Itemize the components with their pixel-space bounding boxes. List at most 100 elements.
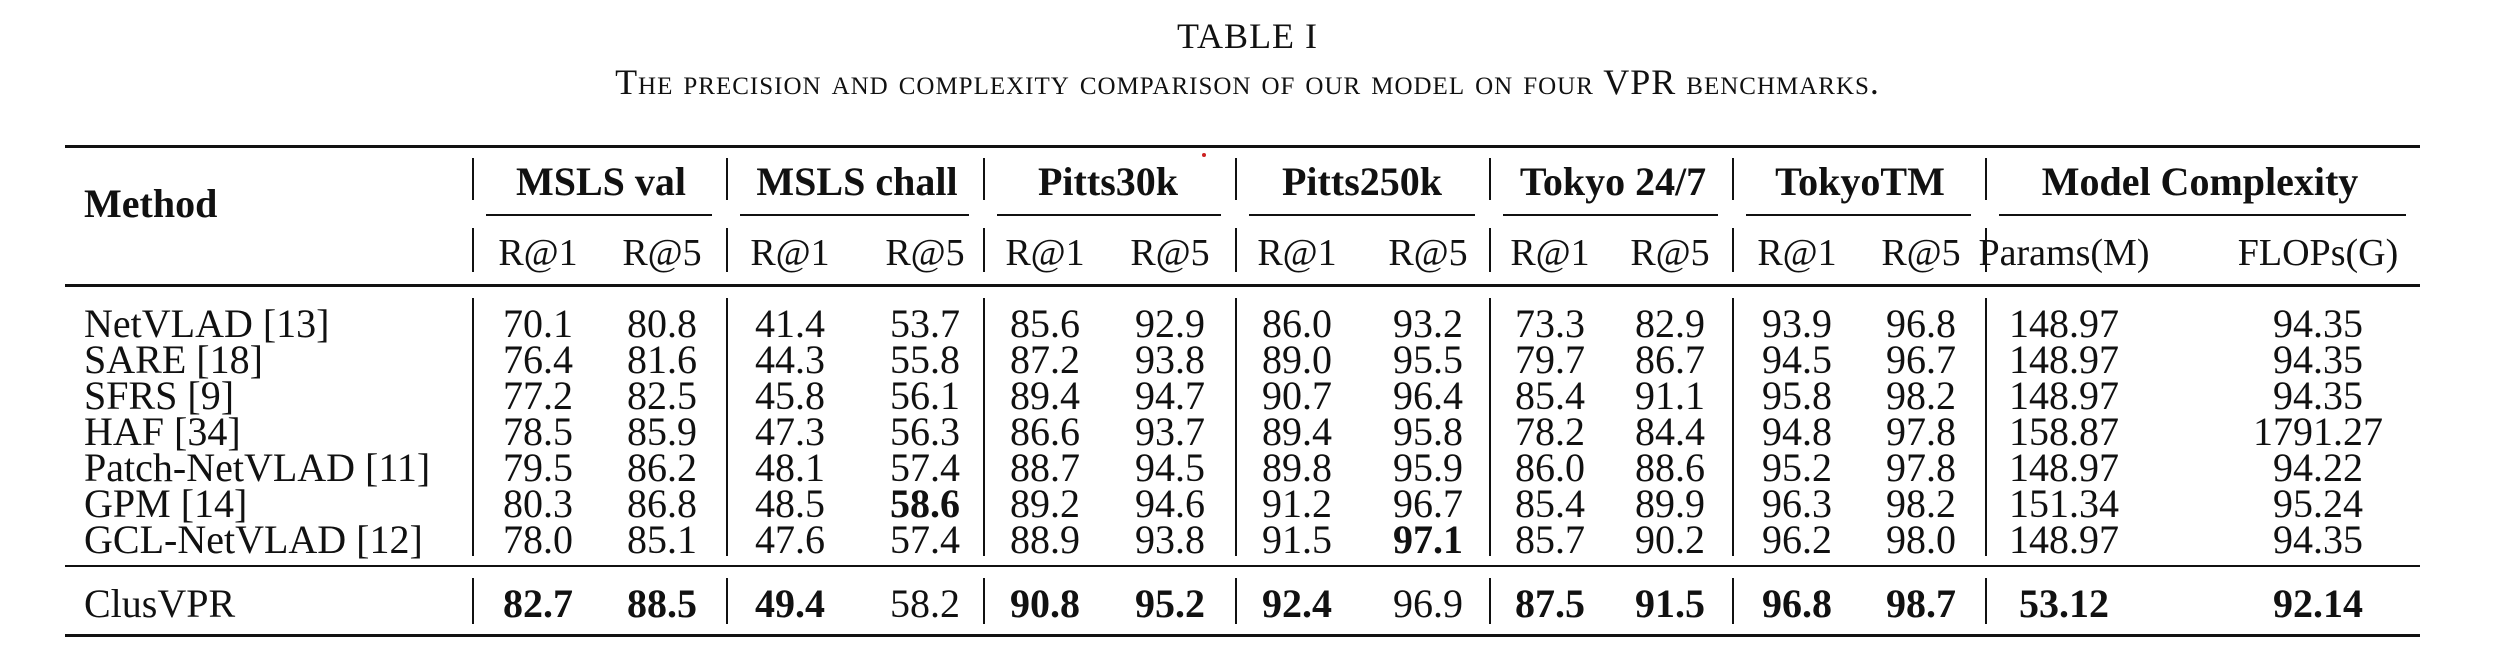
table-cell: 95.2 xyxy=(1762,445,1832,490)
table-cell: 88.6 xyxy=(1635,445,1705,490)
table-cell: 96.7 xyxy=(1393,481,1463,526)
subheader-divider xyxy=(1732,228,1734,272)
table-cell: 80.8 xyxy=(627,301,697,346)
table-cell: 86.0 xyxy=(1515,445,1585,490)
table-cell: 80.3 xyxy=(503,481,573,526)
table-cell: 93.9 xyxy=(1762,301,1832,346)
subheader-divider xyxy=(1489,228,1491,272)
table-cell: 73.3 xyxy=(1515,301,1585,346)
column-subheader: Params(M) xyxy=(1978,232,2150,274)
group-underline xyxy=(486,214,712,216)
table-cell: 96.8 xyxy=(1886,301,1956,346)
table-cell: 96.3 xyxy=(1762,481,1832,526)
table-cell: 57.4 xyxy=(890,517,960,562)
table-cell: 94.5 xyxy=(1762,337,1832,382)
table-cell: 82.9 xyxy=(1635,301,1705,346)
group-underline xyxy=(1249,214,1475,216)
body-divider xyxy=(1732,298,1734,556)
table-cell: 151.34 xyxy=(2009,481,2119,526)
table-cell: 85.4 xyxy=(1515,481,1585,526)
table-cell: 148.97 xyxy=(2009,301,2119,346)
method-column-header: Method xyxy=(84,181,218,226)
table-cell: 89.9 xyxy=(1635,481,1705,526)
table-cell: 97.1 xyxy=(1393,517,1463,562)
table-cell: 95.8 xyxy=(1762,373,1832,418)
table-cell: 94.22 xyxy=(2273,445,2363,490)
final-row-cell: 95.2 xyxy=(1135,581,1205,626)
final-row-cell: 91.5 xyxy=(1635,581,1705,626)
table-cell: 82.5 xyxy=(627,373,697,418)
table-cell: 97.8 xyxy=(1886,409,1956,454)
table-cell: 86.2 xyxy=(627,445,697,490)
group-header: Pitts30k xyxy=(1038,159,1178,204)
column-subheader: R@1 xyxy=(498,232,578,274)
table-cell: 44.3 xyxy=(755,337,825,382)
table-cell: 58.6 xyxy=(890,481,960,526)
table-cell: 85.1 xyxy=(627,517,697,562)
table-cell: 89.0 xyxy=(1262,337,1332,382)
group-underline xyxy=(1999,214,2406,216)
table-cell: 41.4 xyxy=(755,301,825,346)
table-cell: 98.2 xyxy=(1886,373,1956,418)
table-cell: 89.4 xyxy=(1262,409,1332,454)
group-underline xyxy=(740,214,969,216)
column-subheader: R@5 xyxy=(1388,232,1468,274)
column-subheader: FLOPs(G) xyxy=(2237,232,2399,274)
table-cell: 94.35 xyxy=(2273,517,2363,562)
table-cell: 96.7 xyxy=(1886,337,1956,382)
group-header: Model Complexity xyxy=(2041,159,2359,204)
table-cell: 86.0 xyxy=(1262,301,1332,346)
body-divider xyxy=(726,298,728,556)
table-cell: 148.97 xyxy=(2009,337,2119,382)
body-divider xyxy=(472,298,474,556)
table-cell: 47.3 xyxy=(755,409,825,454)
group-divider xyxy=(1489,158,1491,200)
column-subheader: R@1 xyxy=(1005,232,1085,274)
final-row-cell: 88.5 xyxy=(627,581,697,626)
table-cell: 94.35 xyxy=(2273,337,2363,382)
table-cell: 88.9 xyxy=(1010,517,1080,562)
body-divider xyxy=(983,298,985,556)
table-cell: 93.8 xyxy=(1135,337,1205,382)
group-header: MSLS chall xyxy=(756,159,958,204)
table-cell: 88.7 xyxy=(1010,445,1080,490)
final-row-cell: 92.4 xyxy=(1262,581,1332,626)
final-row-divider xyxy=(1235,578,1237,624)
table-cell: 78.5 xyxy=(503,409,573,454)
table-cell: 56.1 xyxy=(890,373,960,418)
group-divider xyxy=(983,158,985,200)
group-underline xyxy=(997,214,1221,216)
column-subheader: R@1 xyxy=(1510,232,1590,274)
table-cell: 85.9 xyxy=(627,409,697,454)
table-cell: 45.8 xyxy=(755,373,825,418)
column-subheader: R@5 xyxy=(622,232,702,274)
table-cell: 94.35 xyxy=(2273,301,2363,346)
row-method-label: NetVLAD [13] xyxy=(84,301,330,346)
subheader-divider xyxy=(726,228,728,272)
final-row-cell: 96.9 xyxy=(1393,581,1463,626)
table-cell: 48.1 xyxy=(755,445,825,490)
final-row-cell: 90.8 xyxy=(1010,581,1080,626)
table-cell: 95.8 xyxy=(1393,409,1463,454)
column-subheader: R@5 xyxy=(1130,232,1210,274)
group-underline xyxy=(1503,214,1718,216)
body-divider xyxy=(1489,298,1491,556)
body-divider xyxy=(1235,298,1237,556)
group-header: Tokyo 24/7 xyxy=(1519,159,1707,204)
table-cell: 85.7 xyxy=(1515,517,1585,562)
table-cell: 87.2 xyxy=(1010,337,1080,382)
table-cell: 90.7 xyxy=(1262,373,1332,418)
final-row-cell: 98.7 xyxy=(1886,581,1956,626)
row-method-label: Patch-NetVLAD [11] xyxy=(84,445,431,490)
final-row-divider xyxy=(1985,578,1987,624)
group-divider xyxy=(1732,158,1734,200)
table-cell: 97.8 xyxy=(1886,445,1956,490)
table-cell: 70.1 xyxy=(503,301,573,346)
table-cell: 94.5 xyxy=(1135,445,1205,490)
row-method-label: SARE [18] xyxy=(84,337,263,382)
table-cell: 81.6 xyxy=(627,337,697,382)
column-subheader: R@5 xyxy=(1630,232,1710,274)
table-cell: 79.5 xyxy=(503,445,573,490)
table-cell: 53.7 xyxy=(890,301,960,346)
table-cell: 86.8 xyxy=(627,481,697,526)
